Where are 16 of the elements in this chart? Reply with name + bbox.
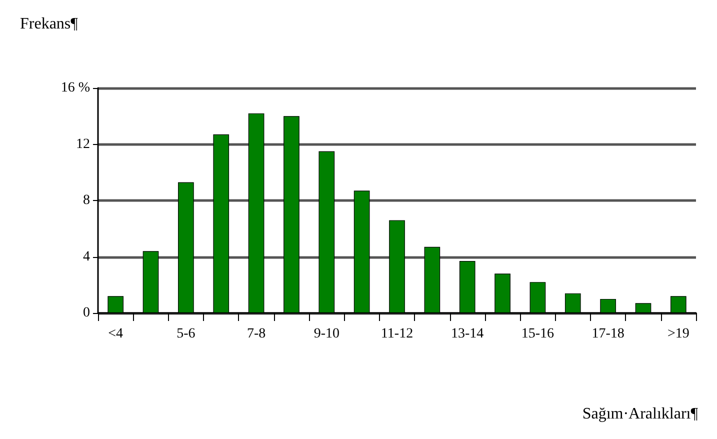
x-tick-label: 11-12 <box>380 326 414 342</box>
x-tick-label: >19 <box>667 326 690 342</box>
y-tick-label: 0 <box>83 306 90 320</box>
y-tick-label: 4 <box>83 249 90 264</box>
y-tick-label: 16 % <box>60 80 90 96</box>
y-axis-title: Frekans¶ <box>20 16 79 32</box>
y-tick-label: 12 <box>76 136 90 152</box>
x-axis-title: Sağım·Aralıkları¶ <box>582 406 699 422</box>
x-tick-label: 7-8 <box>246 326 266 342</box>
x-tick-label: 5-6 <box>176 326 196 342</box>
y-tick-label: 8 <box>83 193 90 208</box>
x-tick-label: 15-16 <box>521 326 554 342</box>
x-tick-label: 9-10 <box>314 326 340 342</box>
x-tick-label: 13-14 <box>451 326 484 342</box>
x-tick-label: 17-18 <box>592 326 624 342</box>
x-tick-label: <4 <box>108 326 124 342</box>
